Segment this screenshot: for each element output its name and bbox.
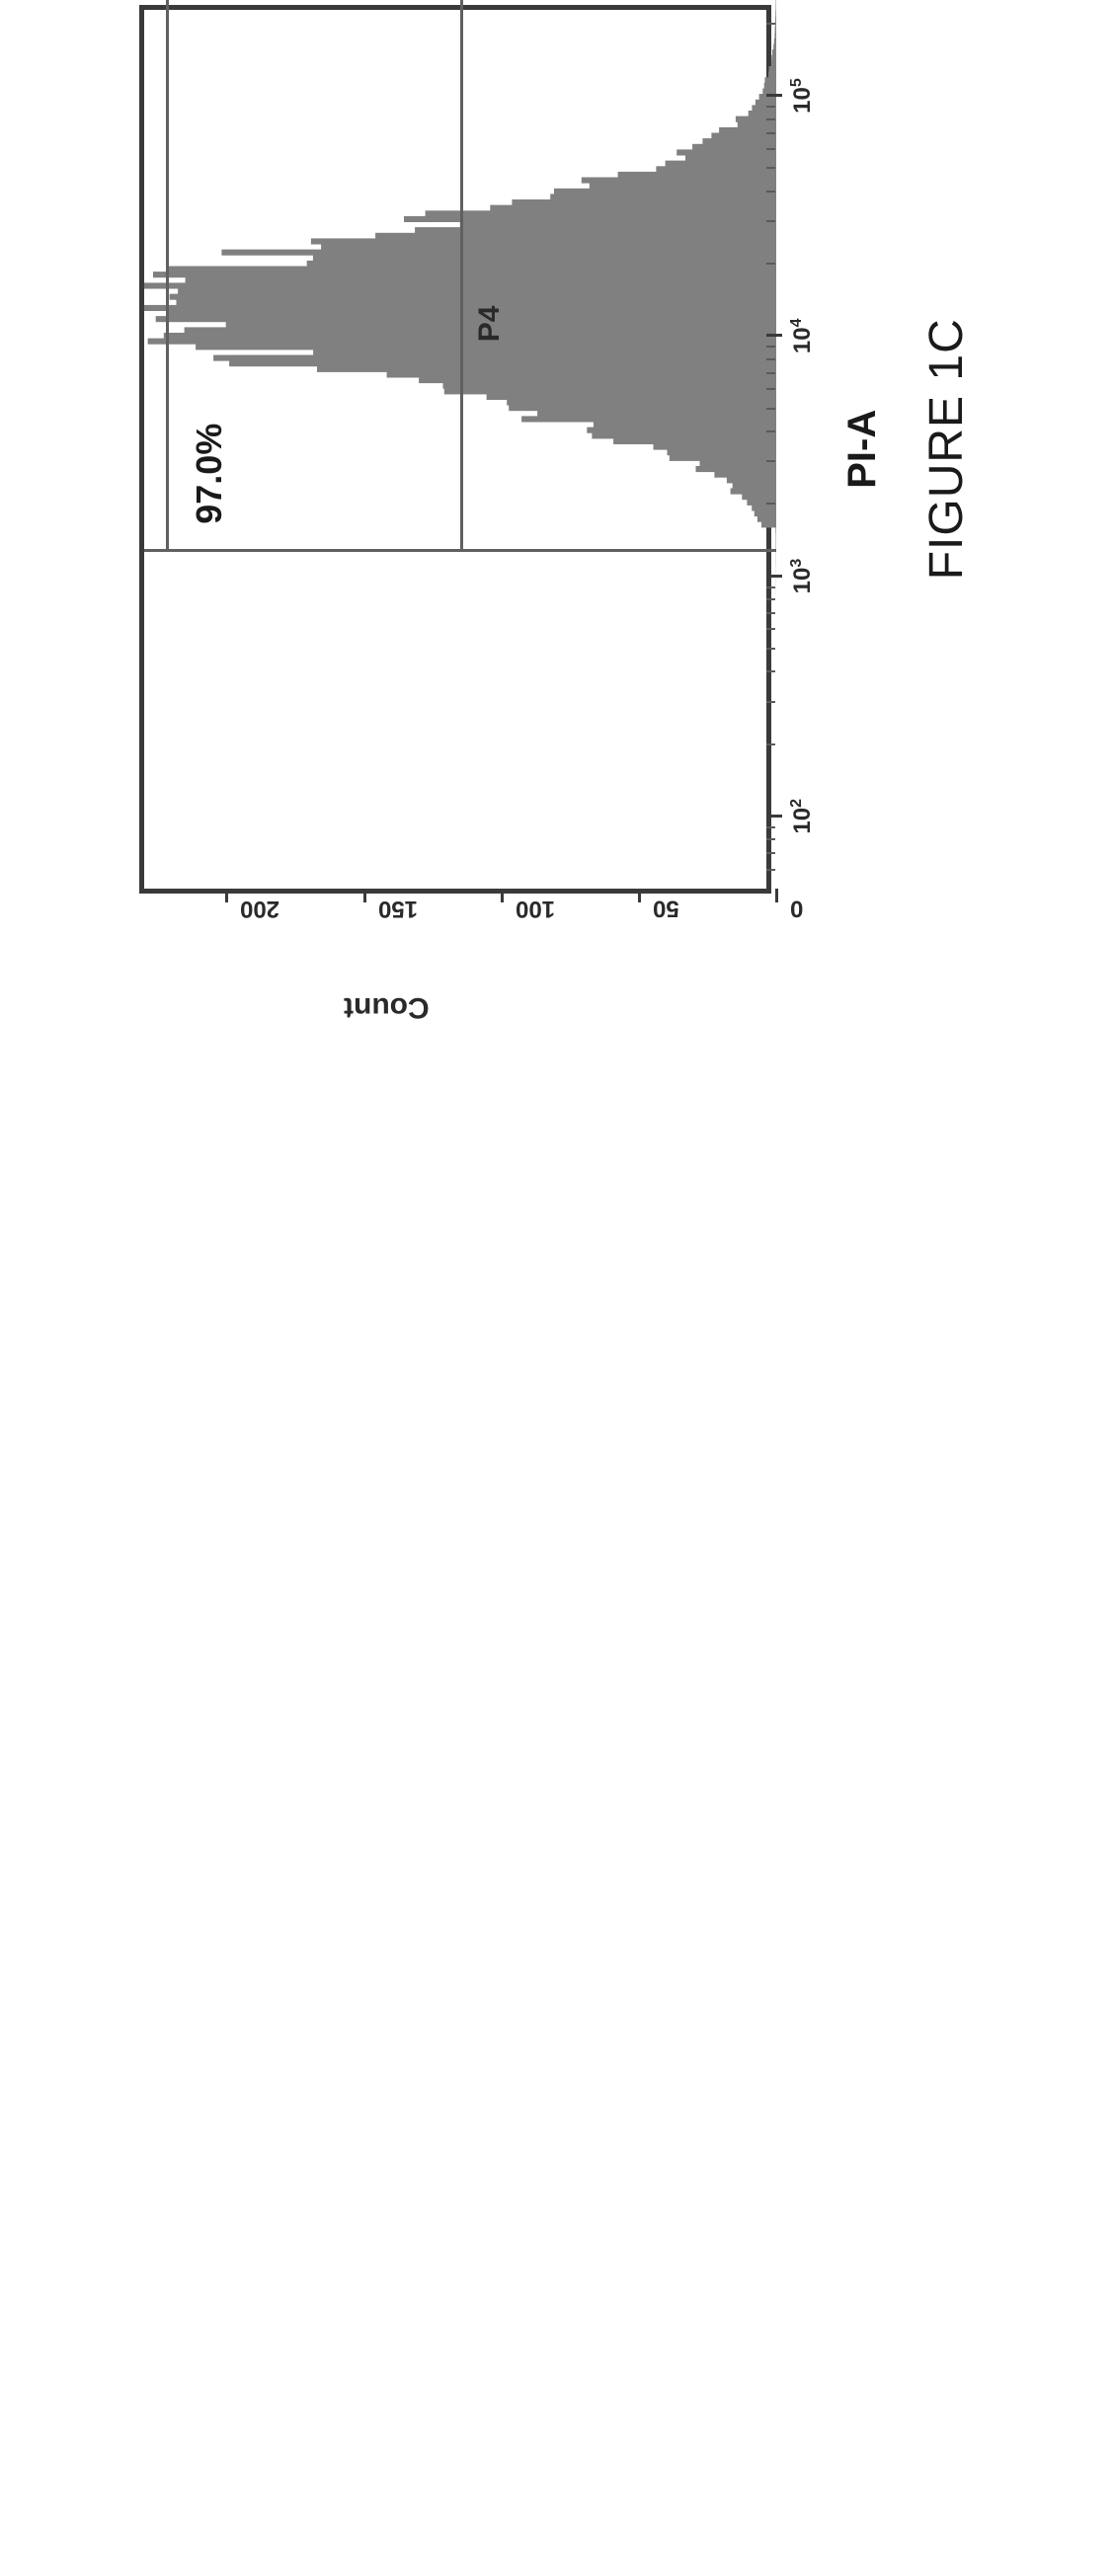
figure-1c-block: 97.0% P4 050100150200 Count 102103104105… xyxy=(139,5,974,894)
x-tick-label: 105 xyxy=(788,78,817,114)
x-tick-label: 102 xyxy=(788,799,817,834)
plot-frame-1c: 97.0% P4 050100150200 Count 102103104105… xyxy=(139,5,771,894)
gate-label-1c: P4 xyxy=(473,306,507,343)
figure-caption-1c: FIGURE 1C xyxy=(919,318,974,580)
plot-area-1c: 97.0% P4 xyxy=(144,0,776,889)
y-tick-label: 150 xyxy=(378,895,418,922)
x-axis-title-1c: PI-A xyxy=(840,410,885,489)
x-tick-label: 103 xyxy=(788,559,817,594)
y-tick-label: 50 xyxy=(653,895,679,922)
gate-mid-line-1c xyxy=(460,0,463,552)
chart-1c-container: 97.0% P4 050100150200 Count 102103104105… xyxy=(139,5,771,894)
gate-top-line-1c xyxy=(166,0,169,552)
x-axis-1c: 102 103 104 105 xyxy=(766,10,835,889)
percent-label-1c: 97.0% xyxy=(189,424,230,524)
page-container: 97.0% P4 0 50 100 150 200 Count 102 103 104 105… xyxy=(0,0,1113,1113)
y-axis-title-1c: Count xyxy=(344,990,430,1024)
y-tick-label: 200 xyxy=(240,895,279,922)
y-tick-label: 0 xyxy=(790,895,803,922)
y-tick-label: 100 xyxy=(516,895,555,922)
x-tick-label: 104 xyxy=(788,318,817,353)
y-axis-1c: 050100150200 xyxy=(144,889,766,966)
